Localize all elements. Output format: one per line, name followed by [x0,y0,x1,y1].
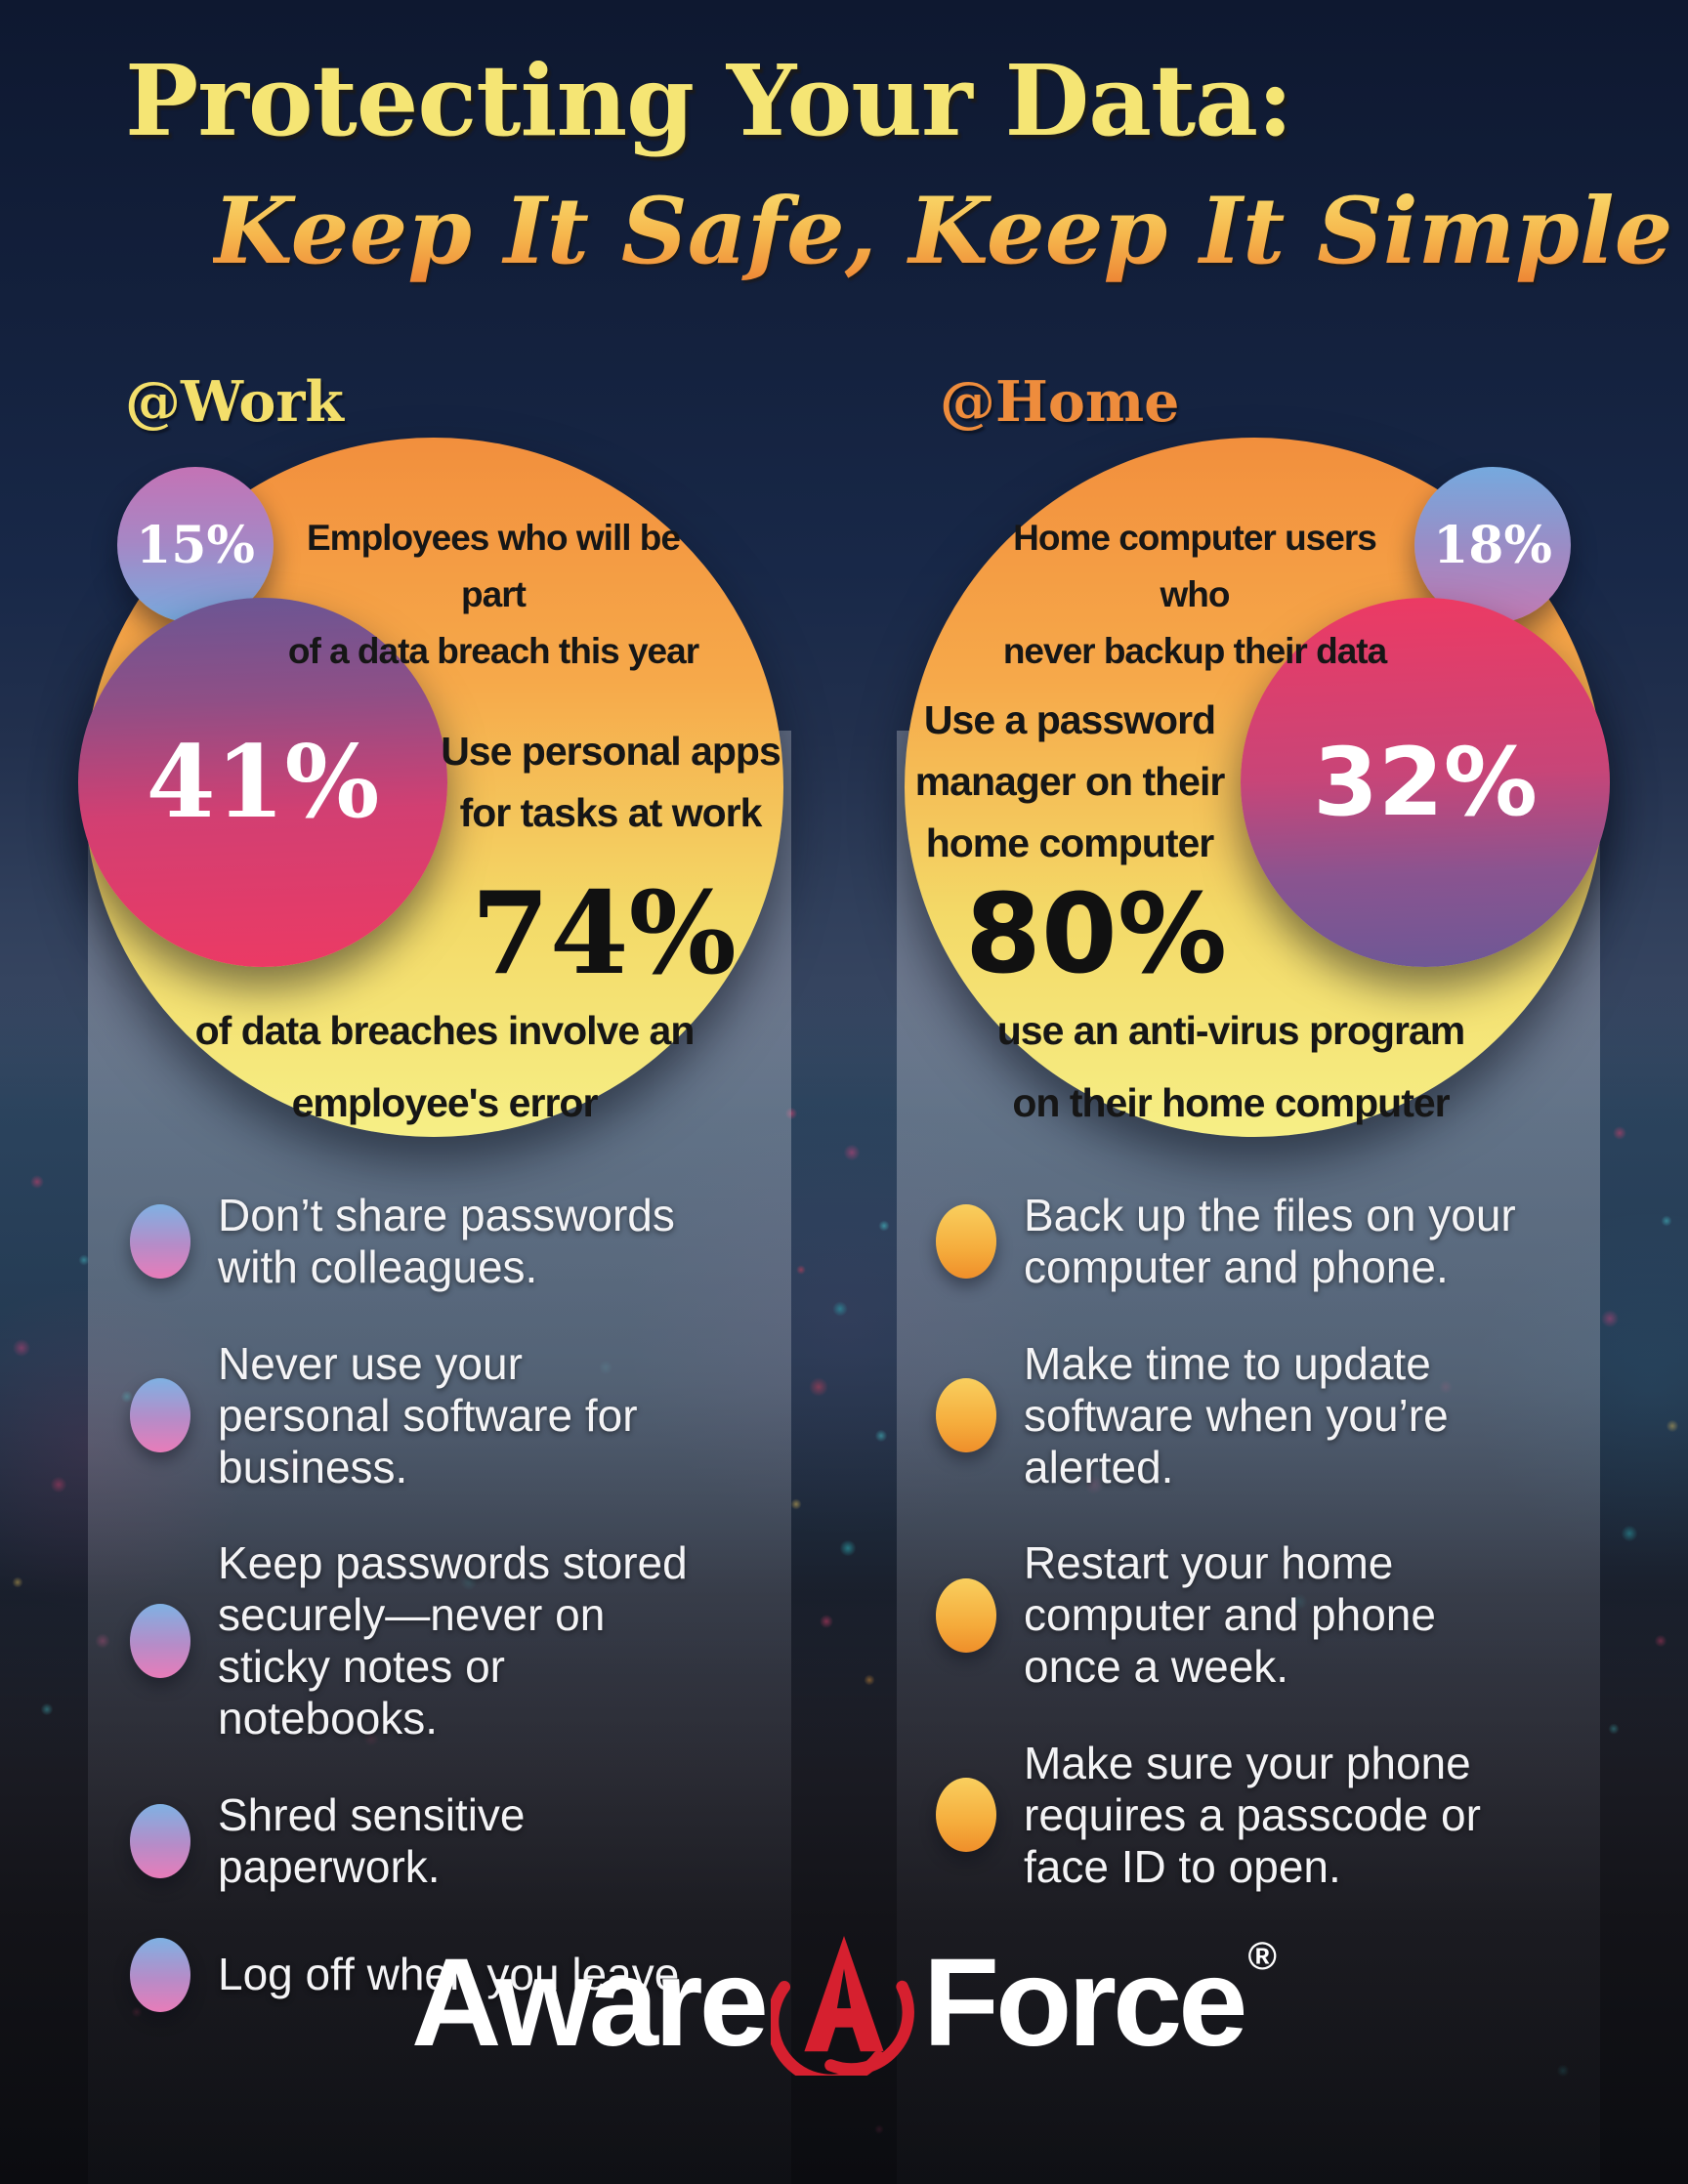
work-large-stat-value: 74% [471,867,737,1000]
tip-text: Shred sensitive paperwork. [218,1789,526,1892]
list-item: Make time to update software when you’re… [936,1338,1522,1493]
work-large-stat-label: of data breaches involve an employee's e… [176,994,713,1139]
brand-word-aware: Aware [411,1932,769,2073]
registered-mark: ® [1247,1935,1277,1978]
home-mid-stat-label: Use a password manager on their home com… [899,690,1241,874]
label-line: never backup their data [1002,631,1387,671]
work-tips-list: Don’t share passwords with colleagues. N… [130,1190,706,2057]
list-item: Restart your home computer and phone onc… [936,1537,1522,1693]
page-subtitle: Keep It Safe, Keep It Simple [213,178,1673,285]
work-mid-stat-circle: 41% [78,598,447,967]
tip-bullet-icon [130,1937,190,2012]
home-small-stat-value: 18% [1433,515,1552,575]
label-line: manager on their [914,759,1226,804]
home-mid-stat-value: 32% [1313,728,1538,837]
tip-bullet-icon [130,1803,190,1878]
work-section-heading: @Work [125,369,344,435]
label-line: on their home computer [1012,1080,1450,1125]
home-mid-stat-circle: 32% [1241,598,1610,967]
tip-bullet-icon [130,1378,190,1453]
brand-a-swoosh-icon [766,1929,917,2087]
home-large-stat-label: use an anti-virus program on their home … [977,994,1485,1139]
brand-logo: Aware Force ® [0,1929,1688,2087]
label-line: for tasks at work [459,790,763,835]
list-item: Don’t share passwords with colleagues. [130,1190,706,1293]
label-line: of a data breach this year [287,631,699,671]
label-line: employee's error [291,1080,599,1125]
brand-word-force: Force [922,1932,1248,2073]
tip-bullet-icon [936,1778,996,1853]
page-title: Protecting Your Data: [125,43,1293,158]
work-small-stat-value: 15% [136,515,255,575]
tip-text: Never use your personal software for bus… [218,1337,638,1492]
tip-text: Keep passwords stored securely—never on … [218,1537,688,1744]
label-line: Home computer users who [1013,518,1377,614]
tip-text: Log off when you leave. [218,1949,693,2000]
tip-bullet-icon [936,1378,996,1453]
list-item: Never use your personal software for bus… [130,1338,706,1493]
label-line: of data breaches involve an [194,1008,696,1053]
work-mid-stat-value: 41% [146,724,380,841]
tip-text: Make time to update software when you’re… [1024,1337,1449,1492]
tip-bullet-icon [130,1604,190,1679]
label-line: Use personal apps [441,729,781,774]
list-item: Back up the files on your computer and p… [936,1190,1522,1293]
tip-text: Restart your home computer and phone onc… [1024,1537,1436,1693]
tip-text: Back up the files on your computer and p… [1024,1190,1516,1292]
home-small-stat-label: Home computer users who never backup the… [985,510,1405,680]
list-item: Log off when you leave. [130,1937,706,2012]
tip-bullet-icon [936,1577,996,1653]
home-small-stat-bubble: 18% [1414,467,1571,623]
list-item: Make sure your phone requires a passcode… [936,1738,1522,1893]
label-line: home computer [925,820,1215,865]
tip-text: Make sure your phone requires a passcode… [1024,1738,1481,1892]
work-small-stat-label: Employees who will be part of a data bre… [283,510,703,680]
tip-bullet-icon [130,1203,190,1279]
label-line: Employees who will be part [307,518,681,614]
tip-bullet-icon [936,1203,996,1279]
home-section-heading: @Home [940,369,1180,435]
label-line: Use a password [923,697,1216,742]
list-item: Shred sensitive paperwork. [130,1789,706,1893]
home-tips-list: Back up the files on your computer and p… [936,1190,1522,1938]
list-item: Keep passwords stored securely—never on … [130,1537,706,1744]
work-mid-stat-label: Use personal apps for tasks at work [440,721,781,844]
work-small-stat-bubble: 15% [117,467,274,623]
home-large-stat-value: 80% [964,871,1228,998]
label-line: use an anti-virus program [996,1008,1466,1053]
tip-text: Don’t share passwords with colleagues. [218,1190,675,1292]
